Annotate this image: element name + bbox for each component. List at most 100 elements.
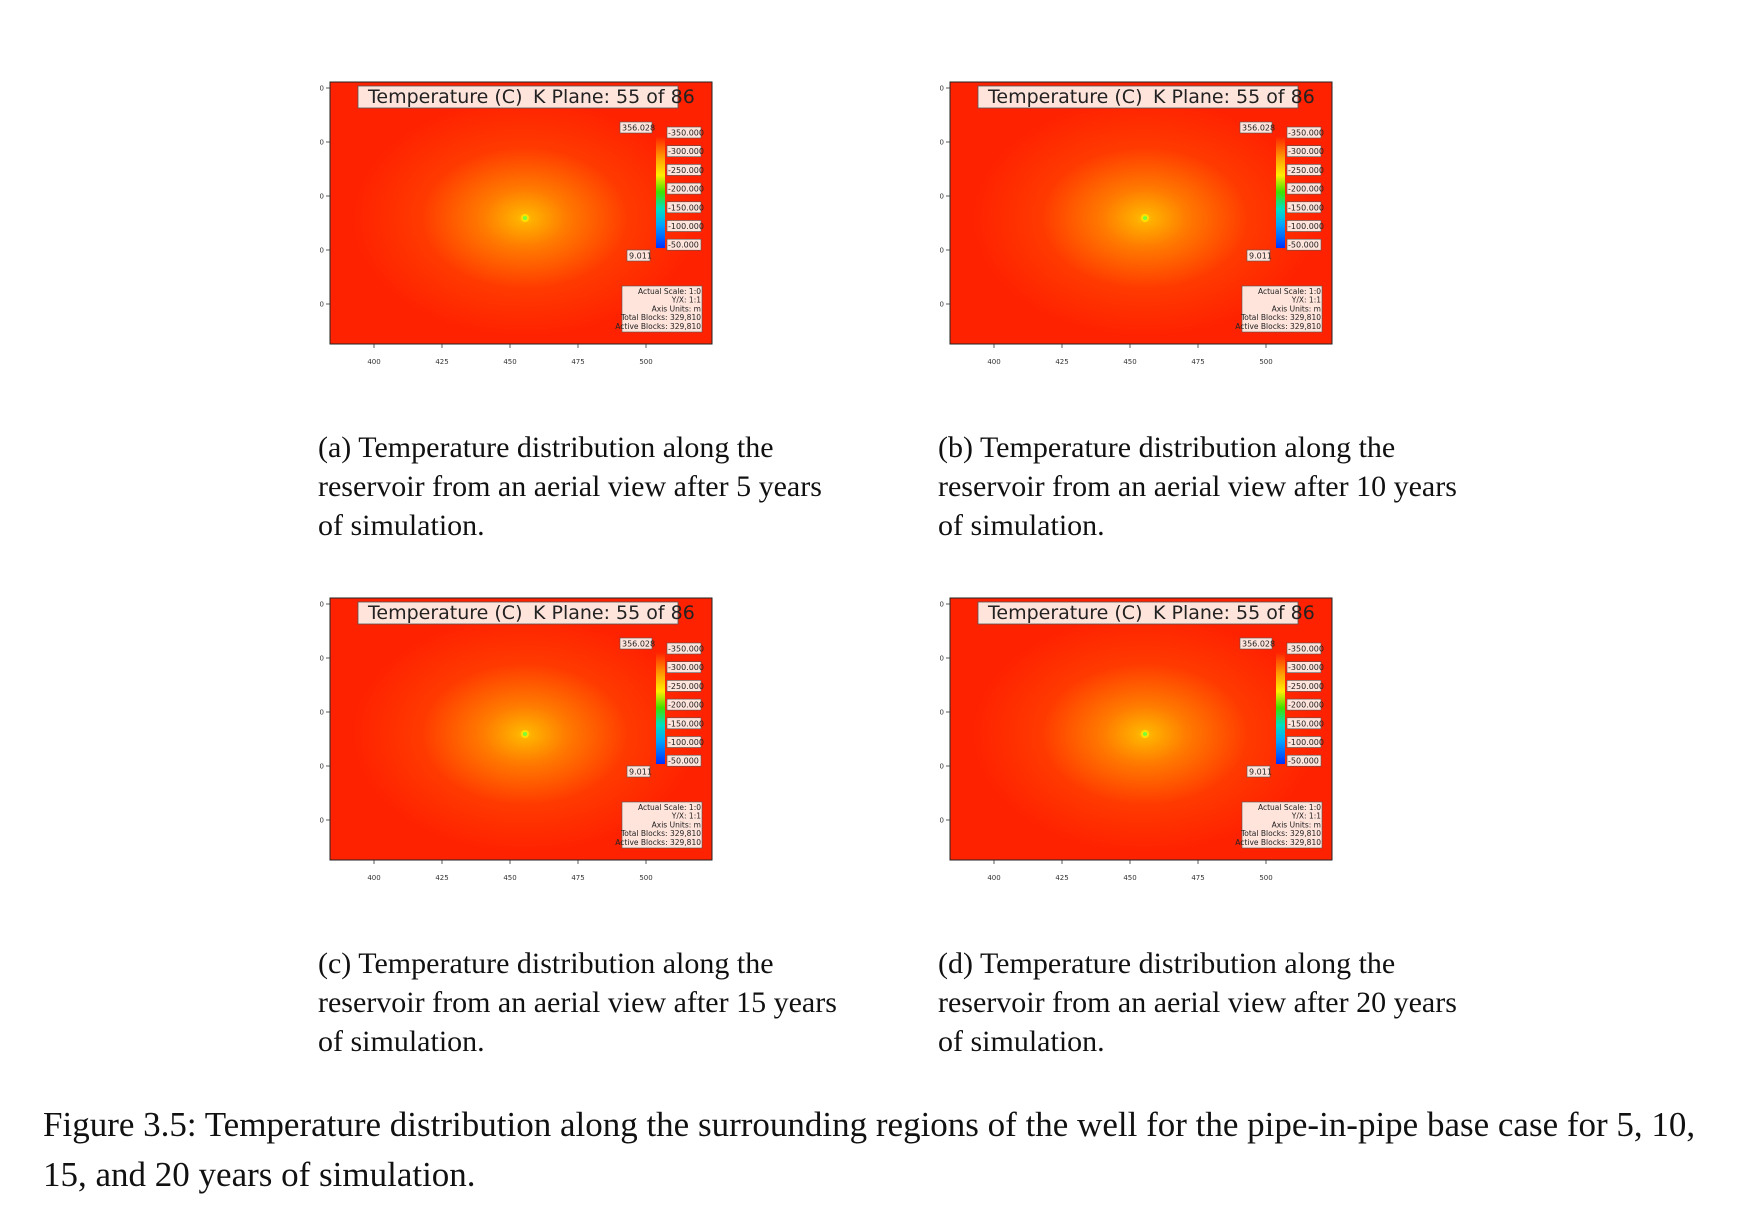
colorbar-tick-label: -250.000 [668,682,704,691]
k-plane-label: K Plane: 55 of 86 [533,602,695,624]
info-line: Total Blocks: 329,810 [620,313,701,322]
colorbar-tick-label: -200.000 [1288,185,1324,194]
colorbar-tick-label: -200.000 [668,185,704,194]
colorbar-tick-label: -150.000 [668,203,704,212]
colorbar-tick-box [1286,698,1322,711]
colorbar-tick-label: -150.000 [1288,719,1324,728]
colorbar-tick-box [666,680,702,692]
y-tick-label: -160.0 [320,247,324,255]
x-tick-label: 475 [571,874,584,882]
colorbar-tick-box [1286,145,1322,157]
colorbar-tick-label: -50.000 [668,757,699,766]
colorbar-min-box [626,249,651,262]
panel-title: Temperature (C) [367,602,523,624]
colorbar-tick-box [666,164,702,176]
y-tick-label: -140.0 [320,709,324,717]
k-plane-label: K Plane: 55 of 86 [1153,602,1315,624]
colorbar-max-box [619,121,653,134]
y-tick-label: -140.0 [940,709,944,717]
colorbar-tick-label: -100.000 [1288,738,1324,747]
colorbar-max-box [619,637,653,650]
y-tick-label: -100.0 [320,85,324,93]
y-tick-label: -180.0 [320,301,324,309]
colorbar-tick-box [1286,717,1322,730]
colorbar-tick-label: -250.000 [1288,682,1324,691]
panel-title: Temperature (C) [987,86,1143,108]
x-tick-label: 475 [1191,358,1204,366]
k-plane-label: K Plane: 55 of 86 [1153,86,1315,108]
colorbar-tick-label: -350.000 [668,645,704,654]
y-tick-label: -100.0 [940,601,944,609]
info-box [621,801,703,849]
info-line: Actual Scale: 1:0 [1258,803,1321,812]
y-tick-label: -160.0 [940,247,944,255]
colorbar-min-box [1246,249,1271,262]
colorbar-tick-box [666,220,702,232]
colorbar-tick-box [1286,642,1322,655]
k-plane-label: K Plane: 55 of 86 [533,86,695,108]
colorbar-tick-box [1286,201,1322,214]
caption-d: (d) Temperature distribution along the r… [938,947,1457,1058]
panel-d: Temperature (C) K Plane: 55 of 86 356.028 9… [940,596,1540,936]
temperature-map-c: Temperature (C) K Plane: 55 of 86 356.028 9… [320,597,713,882]
x-tick-label: 475 [1191,874,1204,882]
x-tick-label: 475 [571,358,584,366]
colorbar-tick-box [666,717,702,730]
colorbar-tick-box [1286,680,1322,692]
colorbar-tick-box [1286,661,1322,673]
y-tick-label: -160.0 [320,763,324,771]
colorbar-tick-box [666,182,702,195]
colorbar-tick-label: -100.000 [668,222,704,231]
title-box [357,85,679,109]
x-tick-label: 450 [1123,358,1136,366]
info-line: Axis Units: m [652,304,701,313]
well-marker [1143,216,1147,220]
colorbar-max-box [1239,121,1273,134]
colorbar-tick-label: -250.000 [1288,166,1324,175]
colorbar-max: 356.028 [1242,124,1275,133]
colorbar-tick-label: -350.000 [668,129,704,138]
x-tick-label: 500 [639,874,652,882]
title-box [977,601,1299,625]
panel-title: Temperature (C) [987,602,1143,624]
x-tick-label: 425 [1055,874,1068,882]
colorbar-max: 356.028 [1242,640,1275,649]
info-line: Actual Scale: 1:0 [1258,287,1321,296]
info-line: Y/X: 1:1 [671,296,701,305]
colorbar-max: 356.028 [622,124,655,133]
info-box [621,285,703,333]
colorbar-tick-box [666,201,702,214]
y-tick-label: -120.0 [320,139,324,147]
info-line: Active Blocks: 329,810 [615,322,701,331]
colorbar-tick-box [1286,736,1322,748]
colorbar-tick-box [666,238,702,251]
well-marker [1143,732,1147,736]
y-tick-label: -100.0 [320,601,324,609]
colorbar-min: 9.011 [629,768,652,777]
x-tick-label: 500 [1259,358,1272,366]
well-marker [523,732,527,736]
colorbar-tick-box [1286,182,1322,195]
info-line: Axis Units: m [1272,820,1321,829]
colorbar-tick-label: -350.000 [1288,129,1324,138]
x-tick-label: 425 [435,358,448,366]
info-box [1241,801,1323,849]
colorbar-max: 356.028 [622,640,655,649]
x-tick-label: 450 [1123,874,1136,882]
colorbar-tick-box [1286,238,1322,251]
info-line: Total Blocks: 329,810 [620,829,701,838]
y-tick-label: -120.0 [320,655,324,663]
info-line: Actual Scale: 1:0 [638,287,701,296]
colorbar-tick-box [1286,126,1322,139]
x-tick-label: 425 [1055,358,1068,366]
y-tick-label: -140.0 [320,193,324,201]
colorbar-min: 9.011 [1249,768,1272,777]
x-tick-label: 400 [367,358,380,366]
colorbar-tick-label: -300.000 [668,663,704,672]
x-tick-label: 500 [1259,874,1272,882]
info-line: Axis Units: m [652,820,701,829]
y-tick-label: -120.0 [940,139,944,147]
y-tick-label: -120.0 [940,655,944,663]
colorbar-min-box [626,765,651,778]
temperature-map-d: Temperature (C) K Plane: 55 of 86 356.028 9… [940,597,1333,882]
